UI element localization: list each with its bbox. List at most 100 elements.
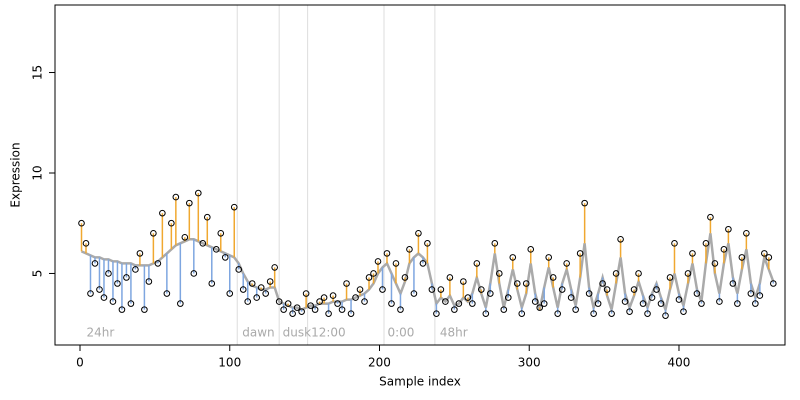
x-tick-label: 300	[518, 356, 541, 370]
point	[572, 306, 579, 313]
point	[217, 229, 225, 237]
point	[442, 298, 449, 305]
point	[320, 294, 328, 301]
point	[576, 250, 584, 257]
point	[145, 278, 153, 285]
point	[531, 298, 539, 305]
point	[316, 298, 323, 305]
point	[257, 284, 265, 291]
point	[662, 312, 669, 319]
point	[545, 254, 553, 261]
point	[478, 286, 485, 293]
x-tick-label: 200	[368, 356, 391, 370]
point	[334, 300, 341, 307]
point	[424, 240, 431, 247]
point	[527, 246, 535, 253]
point	[406, 246, 413, 253]
x-axis-label: Sample index	[379, 375, 461, 389]
point	[356, 286, 364, 293]
point	[150, 229, 157, 237]
point	[536, 304, 544, 311]
point	[738, 254, 746, 261]
point	[761, 250, 768, 257]
point	[437, 286, 445, 293]
point	[689, 250, 696, 257]
point	[648, 294, 656, 301]
point	[770, 280, 777, 287]
point	[379, 286, 386, 293]
point	[549, 274, 557, 281]
point	[666, 274, 674, 281]
point	[509, 254, 517, 261]
point	[680, 308, 687, 315]
point	[401, 274, 409, 281]
point	[392, 260, 400, 267]
point	[244, 298, 252, 305]
point	[172, 193, 180, 201]
point	[608, 310, 615, 317]
point	[87, 290, 94, 297]
point	[91, 260, 99, 267]
point	[626, 308, 633, 315]
point	[329, 292, 337, 299]
point	[698, 300, 705, 307]
point	[756, 292, 764, 299]
point	[522, 280, 530, 287]
point	[734, 300, 741, 307]
point	[644, 310, 651, 317]
point	[78, 219, 85, 227]
point	[725, 225, 732, 233]
point	[374, 258, 382, 265]
point	[289, 310, 296, 317]
point	[325, 310, 332, 317]
y-axis-label: Expression	[9, 142, 23, 207]
point	[163, 290, 171, 297]
point	[298, 308, 305, 315]
point	[410, 290, 418, 297]
point	[563, 260, 570, 267]
point	[235, 266, 243, 273]
point	[729, 280, 737, 287]
point	[208, 280, 216, 287]
point	[554, 310, 561, 317]
annotation: dawn	[242, 326, 274, 340]
point	[203, 213, 211, 221]
point	[558, 286, 566, 293]
point	[388, 300, 395, 307]
point	[199, 240, 207, 247]
point	[127, 300, 135, 307]
point	[132, 266, 139, 273]
point	[311, 306, 319, 313]
annotation: dusk	[283, 326, 311, 340]
point	[635, 270, 642, 277]
point	[266, 278, 274, 285]
point	[280, 306, 287, 313]
point	[365, 274, 373, 281]
point	[190, 270, 198, 277]
point	[716, 298, 723, 305]
point	[105, 270, 112, 277]
point	[599, 280, 606, 287]
point	[177, 300, 184, 307]
point	[500, 306, 508, 313]
point	[495, 270, 503, 277]
point	[747, 290, 755, 297]
point	[352, 294, 359, 301]
point	[482, 310, 490, 317]
point	[302, 290, 310, 297]
point	[253, 294, 261, 301]
point	[590, 310, 597, 317]
point	[275, 298, 283, 305]
point	[114, 280, 121, 287]
point	[518, 310, 526, 317]
point	[118, 306, 126, 313]
point	[594, 300, 602, 307]
point	[96, 286, 103, 293]
point	[347, 310, 355, 317]
point	[446, 274, 454, 281]
point	[540, 300, 548, 307]
point	[657, 300, 665, 307]
point	[473, 260, 481, 267]
point	[603, 286, 611, 293]
point	[487, 290, 494, 297]
